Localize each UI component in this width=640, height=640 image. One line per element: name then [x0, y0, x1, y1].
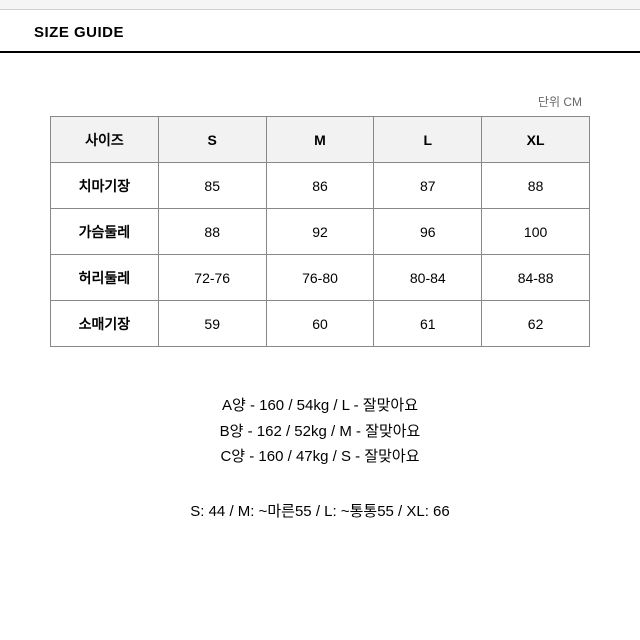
content-area: 단위 CM 사이즈 S M L XL 치마기장 85 86 87 88 가슴둘레…	[0, 93, 640, 521]
cell-value: 59	[158, 301, 266, 347]
table-row: 허리둘레 72-76 76-80 80-84 84-88	[51, 255, 590, 301]
cell-value: 86	[266, 163, 374, 209]
row-label: 가슴둘레	[51, 209, 159, 255]
table-header-row: 사이즈 S M L XL	[51, 117, 590, 163]
col-header-size: 사이즈	[51, 117, 159, 163]
table-row: 치마기장 85 86 87 88	[51, 163, 590, 209]
col-header-m: M	[266, 117, 374, 163]
page-title: SIZE GUIDE	[34, 24, 606, 41]
cell-value: 100	[482, 209, 590, 255]
unit-label: 단위 CM	[50, 93, 590, 110]
table-row: 가슴둘레 88 92 96 100	[51, 209, 590, 255]
row-label: 허리둘레	[51, 255, 159, 301]
col-header-xl: XL	[482, 117, 590, 163]
size-table: 사이즈 S M L XL 치마기장 85 86 87 88 가슴둘레 88 92…	[50, 116, 590, 347]
cell-value: 96	[374, 209, 482, 255]
size-range: S: 44 / M: ~마른55 / L: ~통통55 / XL: 66	[50, 500, 590, 521]
cell-value: 61	[374, 301, 482, 347]
col-header-s: S	[158, 117, 266, 163]
header: SIZE GUIDE	[0, 10, 640, 53]
cell-value: 76-80	[266, 255, 374, 301]
fit-note-line: C양 - 160 / 47kg / S - 잘맞아요	[50, 444, 590, 470]
row-label: 소매기장	[51, 301, 159, 347]
cell-value: 80-84	[374, 255, 482, 301]
cell-value: 87	[374, 163, 482, 209]
cell-value: 88	[158, 209, 266, 255]
col-header-l: L	[374, 117, 482, 163]
cell-value: 88	[482, 163, 590, 209]
fit-note-line: A양 - 160 / 54kg / L - 잘맞아요	[50, 393, 590, 419]
cell-value: 92	[266, 209, 374, 255]
cell-value: 85	[158, 163, 266, 209]
row-label: 치마기장	[51, 163, 159, 209]
table-row: 소매기장 59 60 61 62	[51, 301, 590, 347]
fit-note-line: B양 - 162 / 52kg / M - 잘맞아요	[50, 419, 590, 445]
cell-value: 84-88	[482, 255, 590, 301]
size-range-text: S: 44 / M: ~마른55 / L: ~통통55 / XL: 66	[50, 500, 590, 521]
top-strip	[0, 0, 640, 10]
cell-value: 72-76	[158, 255, 266, 301]
cell-value: 62	[482, 301, 590, 347]
fit-notes: A양 - 160 / 54kg / L - 잘맞아요 B양 - 162 / 52…	[50, 393, 590, 470]
cell-value: 60	[266, 301, 374, 347]
